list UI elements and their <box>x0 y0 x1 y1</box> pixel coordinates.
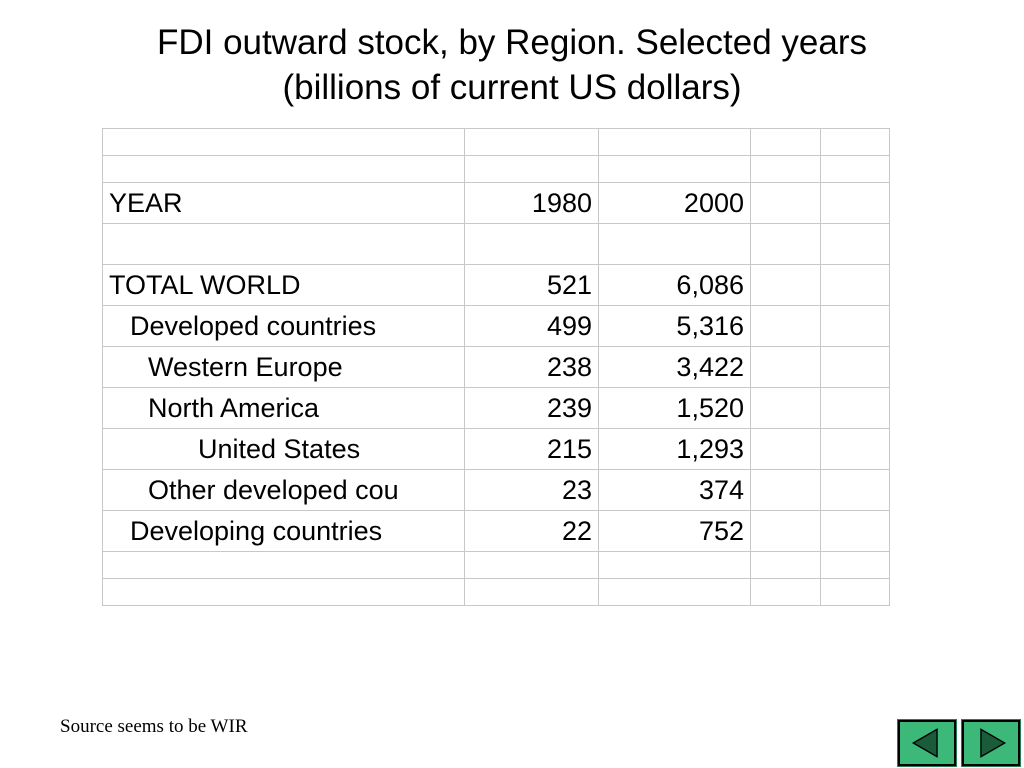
empty-cell <box>820 428 890 470</box>
empty-cell <box>750 223 821 265</box>
year-2000-header: 2000 <box>598 182 751 224</box>
year-header-label: YEAR <box>102 182 465 224</box>
region-label: Developed countries <box>102 305 465 347</box>
table-row: Developing countries 22 752 <box>102 510 890 552</box>
empty-cell <box>820 387 890 429</box>
empty-row <box>102 155 890 183</box>
value-2000: 752 <box>598 510 751 552</box>
value-2000: 6,086 <box>598 264 751 306</box>
empty-row <box>102 578 890 606</box>
empty-cell <box>750 428 821 470</box>
empty-cell <box>820 346 890 388</box>
value-1980: 239 <box>464 387 599 429</box>
region-label: North America <box>102 387 465 429</box>
table-row: United States 215 1,293 <box>102 428 890 470</box>
empty-cell <box>102 578 465 606</box>
empty-cell <box>102 551 465 579</box>
empty-cell <box>820 578 890 606</box>
value-2000: 5,316 <box>598 305 751 347</box>
source-note: Source seems to be WIR <box>60 716 248 737</box>
empty-cell <box>820 223 890 265</box>
empty-cell <box>820 510 890 552</box>
value-2000: 3,422 <box>598 346 751 388</box>
table-row: North America 239 1,520 <box>102 387 890 429</box>
value-2000: 374 <box>598 469 751 511</box>
empty-cell <box>598 155 751 183</box>
table-row: Western Europe 238 3,422 <box>102 346 890 388</box>
next-slide-button[interactable] <box>961 719 1021 767</box>
empty-cell <box>102 223 465 265</box>
empty-cell <box>102 128 465 156</box>
previous-slide-button[interactable] <box>897 719 957 767</box>
value-1980: 499 <box>464 305 599 347</box>
value-2000: 1,520 <box>598 387 751 429</box>
empty-cell <box>750 469 821 511</box>
fdi-data-table: YEAR 1980 2000 TOTAL WORLD 521 6,086 Dev… <box>102 128 890 606</box>
empty-cell <box>102 155 465 183</box>
value-1980: 23 <box>464 469 599 511</box>
empty-cell <box>750 578 821 606</box>
triangle-right-icon <box>980 728 1007 758</box>
empty-cell <box>598 551 751 579</box>
table-row: TOTAL WORLD 521 6,086 <box>102 264 890 306</box>
empty-cell <box>820 128 890 156</box>
slide-title: FDI outward stock, by Region. Selected y… <box>0 20 1024 110</box>
empty-cell <box>750 510 821 552</box>
empty-cell <box>464 128 599 156</box>
empty-cell <box>598 223 751 265</box>
empty-cell <box>820 155 890 183</box>
empty-cell <box>464 223 599 265</box>
year-1980-header: 1980 <box>464 182 599 224</box>
empty-cell <box>598 578 751 606</box>
empty-cell <box>750 387 821 429</box>
slide-title-line-2: (billions of current US dollars) <box>282 68 742 107</box>
region-label: United States <box>102 428 465 470</box>
empty-cell <box>820 264 890 306</box>
value-1980: 22 <box>464 510 599 552</box>
empty-row <box>102 128 890 156</box>
table-row: Developed countries 499 5,316 <box>102 305 890 347</box>
empty-cell <box>750 128 821 156</box>
empty-cell <box>820 551 890 579</box>
value-1980: 238 <box>464 346 599 388</box>
empty-cell <box>464 155 599 183</box>
empty-cell <box>750 182 821 224</box>
empty-cell <box>750 551 821 579</box>
triangle-left-icon <box>911 728 938 758</box>
empty-cell <box>750 346 821 388</box>
empty-cell <box>598 128 751 156</box>
empty-cell <box>750 155 821 183</box>
region-label: TOTAL WORLD <box>102 264 465 306</box>
empty-cell <box>820 469 890 511</box>
empty-row <box>102 223 890 265</box>
slide-title-line-1: FDI outward stock, by Region. Selected y… <box>156 23 868 62</box>
empty-cell <box>750 305 821 347</box>
header-row: YEAR 1980 2000 <box>102 182 890 224</box>
empty-row <box>102 551 890 579</box>
value-2000: 1,293 <box>598 428 751 470</box>
region-label: Developing countries <box>102 510 465 552</box>
empty-cell <box>820 182 890 224</box>
region-label: Other developed cou <box>102 469 465 511</box>
value-1980: 215 <box>464 428 599 470</box>
table-row: Other developed cou 23 374 <box>102 469 890 511</box>
empty-cell <box>750 264 821 306</box>
value-1980: 521 <box>464 264 599 306</box>
empty-cell <box>820 305 890 347</box>
region-label: Western Europe <box>102 346 465 388</box>
empty-cell <box>464 551 599 579</box>
empty-cell <box>464 578 599 606</box>
